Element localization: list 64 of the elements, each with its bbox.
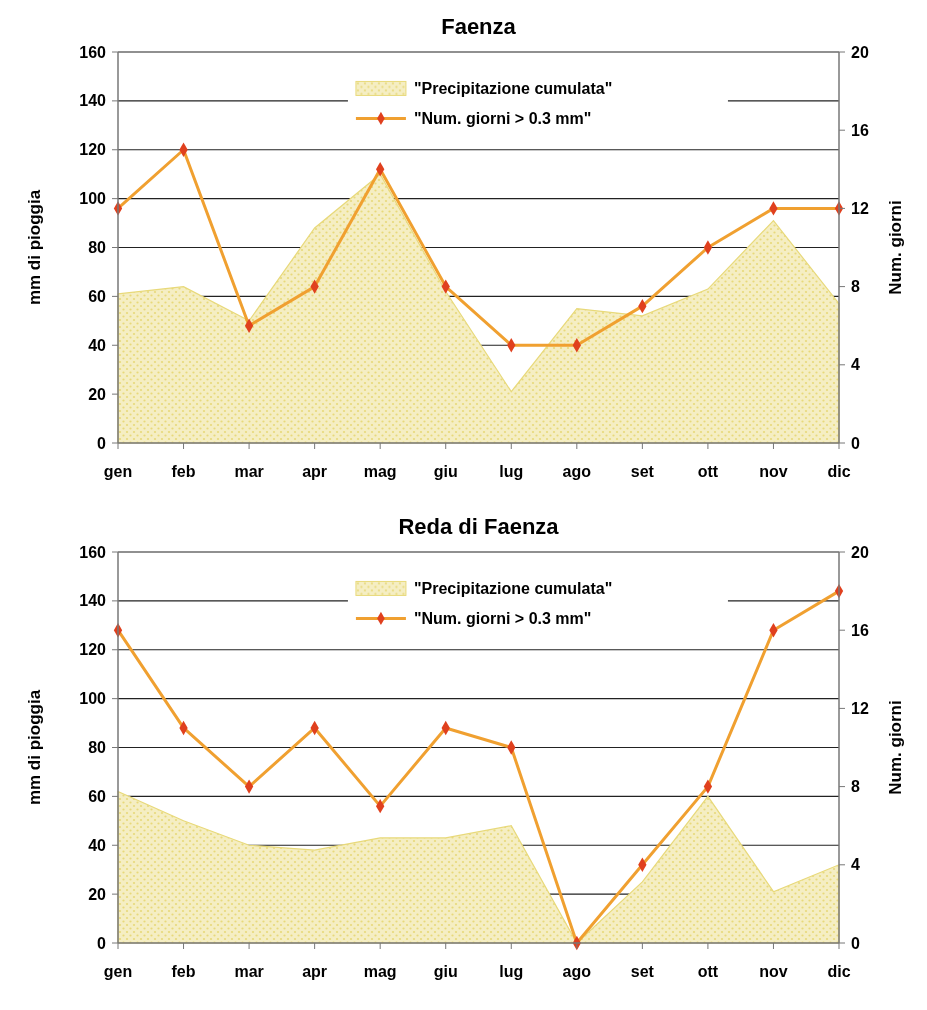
y-tick-label: 160	[79, 43, 107, 61]
y-tick-label: 0	[97, 434, 107, 452]
y2-tick-label: 4	[851, 356, 860, 374]
x-tick-label: giu	[433, 963, 458, 980]
x-tick-label: nov	[759, 963, 788, 980]
y2-tick-label: 4	[851, 856, 860, 874]
y-tick-label: 80	[88, 739, 107, 757]
y2-tick-label: 20	[851, 543, 869, 561]
x-tick-label: lug	[499, 463, 524, 480]
x-tick-label: ott	[697, 463, 719, 480]
x-tick-label: apr	[302, 963, 328, 980]
x-tick-label: set	[630, 963, 655, 980]
y-tick-label: 140	[79, 92, 107, 110]
x-tick-label: feb	[171, 963, 196, 980]
x-tick-label: mar	[234, 963, 264, 980]
x-tick-label: ott	[697, 963, 719, 980]
y-tick-label: 100	[79, 190, 107, 208]
legend-label: "Num. giorni > 0.3 mm"	[413, 610, 592, 628]
x-tick-label: mar	[234, 463, 264, 480]
y-tick-label: 120	[79, 641, 107, 659]
y-tick-label: 100	[79, 690, 107, 708]
y2-tick-label: 16	[851, 621, 869, 639]
chart-title: Reda di Faenza	[398, 514, 560, 539]
y-tick-label: 140	[79, 592, 107, 610]
x-tick-label: feb	[171, 463, 196, 480]
y2-tick-label: 12	[851, 200, 869, 217]
y2-tick-label: 8	[851, 778, 860, 796]
y2-tick-label: 0	[851, 434, 860, 452]
x-tick-label: nov	[759, 463, 788, 480]
legend-label: "Num. giorni > 0.3 mm"	[413, 110, 592, 128]
x-tick-label: ago	[562, 963, 592, 980]
y-tick-label: 60	[88, 287, 107, 305]
chart-title: Faenza	[441, 14, 517, 39]
y-tick-label: 160	[79, 543, 107, 561]
x-tick-label: apr	[302, 463, 328, 480]
y-tick-label: 20	[88, 385, 107, 403]
x-tick-label: dic	[827, 463, 851, 480]
x-tick-label: dic	[827, 963, 851, 980]
y-tick-label: 40	[88, 336, 107, 354]
y2-axis-title: Num. giorni	[886, 700, 905, 795]
y2-tick-label: 8	[851, 278, 860, 296]
legend-label: "Precipitazione cumulata"	[413, 580, 613, 598]
y-axis-title: mm di pioggia	[25, 189, 44, 306]
x-tick-label: mag	[363, 963, 397, 980]
y-tick-label: 60	[88, 787, 107, 805]
x-tick-label: giu	[433, 463, 458, 480]
y2-tick-label: 16	[851, 121, 869, 139]
x-tick-label: gen	[103, 963, 133, 980]
y2-axis-title: Num. giorni	[886, 200, 905, 295]
y-tick-label: 20	[88, 885, 107, 903]
y-tick-label: 0	[97, 934, 107, 952]
x-tick-label: lug	[499, 963, 524, 980]
x-tick-label: ago	[562, 463, 592, 480]
y-tick-label: 40	[88, 836, 107, 854]
x-tick-label: set	[630, 463, 655, 480]
y-tick-label: 80	[88, 239, 107, 257]
legend-label: "Precipitazione cumulata"	[413, 80, 613, 98]
y2-tick-label: 12	[851, 700, 869, 717]
y-tick-label: 120	[79, 141, 107, 159]
x-tick-label: gen	[103, 463, 133, 480]
y2-tick-label: 0	[851, 934, 860, 952]
y-axis-title: mm di pioggia	[25, 689, 44, 806]
x-tick-label: mag	[363, 463, 397, 480]
y2-tick-label: 20	[851, 43, 869, 61]
